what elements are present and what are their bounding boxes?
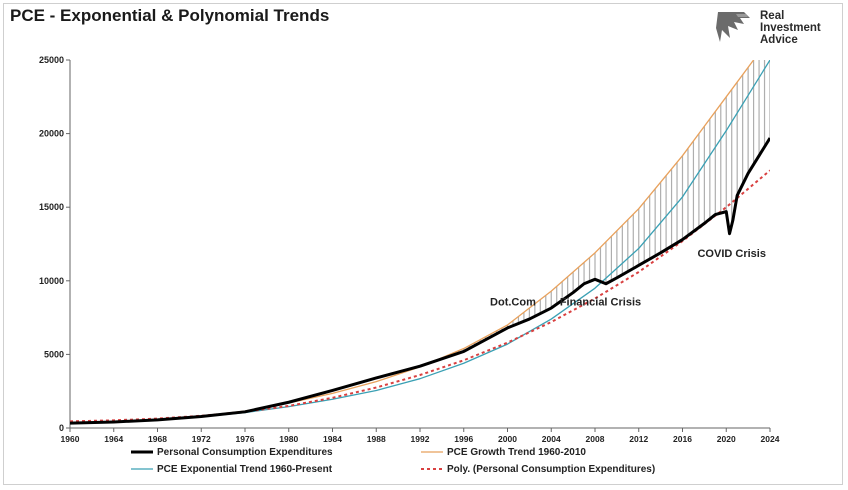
chart-title: PCE - Exponential & Polynomial Trends (10, 6, 330, 25)
x-tick-label: 1996 (454, 434, 473, 444)
annotation-label: COVID Crisis (697, 248, 765, 260)
x-tick-label: 1984 (323, 434, 342, 444)
y-tick-label: 10000 (39, 276, 64, 286)
y-tick-label: 15000 (39, 202, 64, 212)
y-tick-label: 20000 (39, 129, 64, 139)
eagle-logo-icon (716, 12, 750, 42)
brand-name: Real Investment Advice (760, 10, 821, 46)
series-line-3 (70, 60, 770, 424)
y-tick-label: 25000 (39, 55, 64, 65)
x-tick-label: 1976 (236, 434, 255, 444)
x-tick-label: 1968 (148, 434, 167, 444)
x-tick-label: 2020 (717, 434, 736, 444)
y-tick-label: 0 (59, 423, 64, 433)
legend-label: PCE Exponential Trend 1960-Present (157, 464, 333, 475)
brand-name-line-1: Real (760, 10, 785, 22)
x-tick-label: 1972 (192, 434, 211, 444)
x-tick-label: 2012 (629, 434, 648, 444)
x-tick-label: 1992 (411, 434, 430, 444)
x-tick-label: 1988 (367, 434, 386, 444)
x-tick-label: 1964 (104, 434, 123, 444)
y-tick-label: 5000 (44, 349, 64, 359)
brand-logo: Real Investment Advice (714, 8, 839, 48)
series-line-4 (70, 169, 770, 423)
legend-label: Personal Consumption Expenditures (157, 447, 333, 458)
legend-label: Poly. (Personal Consumption Expenditures… (447, 464, 655, 475)
x-tick-label: 1980 (279, 434, 298, 444)
x-tick-label: 1960 (61, 434, 80, 444)
brand-name-line-3: Advice (760, 34, 798, 46)
chart-frame (3, 3, 843, 485)
annotation-label: Financial Crisis (560, 296, 641, 308)
series-line-1 (70, 137, 770, 425)
annotation-label: Dot.Com (490, 296, 536, 308)
x-tick-label: 2008 (586, 434, 605, 444)
x-tick-label: 2004 (542, 434, 561, 444)
legend-label: PCE Growth Trend 1960-2010 (447, 447, 586, 458)
brand-name-line-2: Investment (760, 22, 821, 34)
x-tick-label: 2016 (673, 434, 692, 444)
x-tick-label: 2000 (498, 434, 517, 444)
x-tick-label: 2024 (761, 434, 780, 444)
